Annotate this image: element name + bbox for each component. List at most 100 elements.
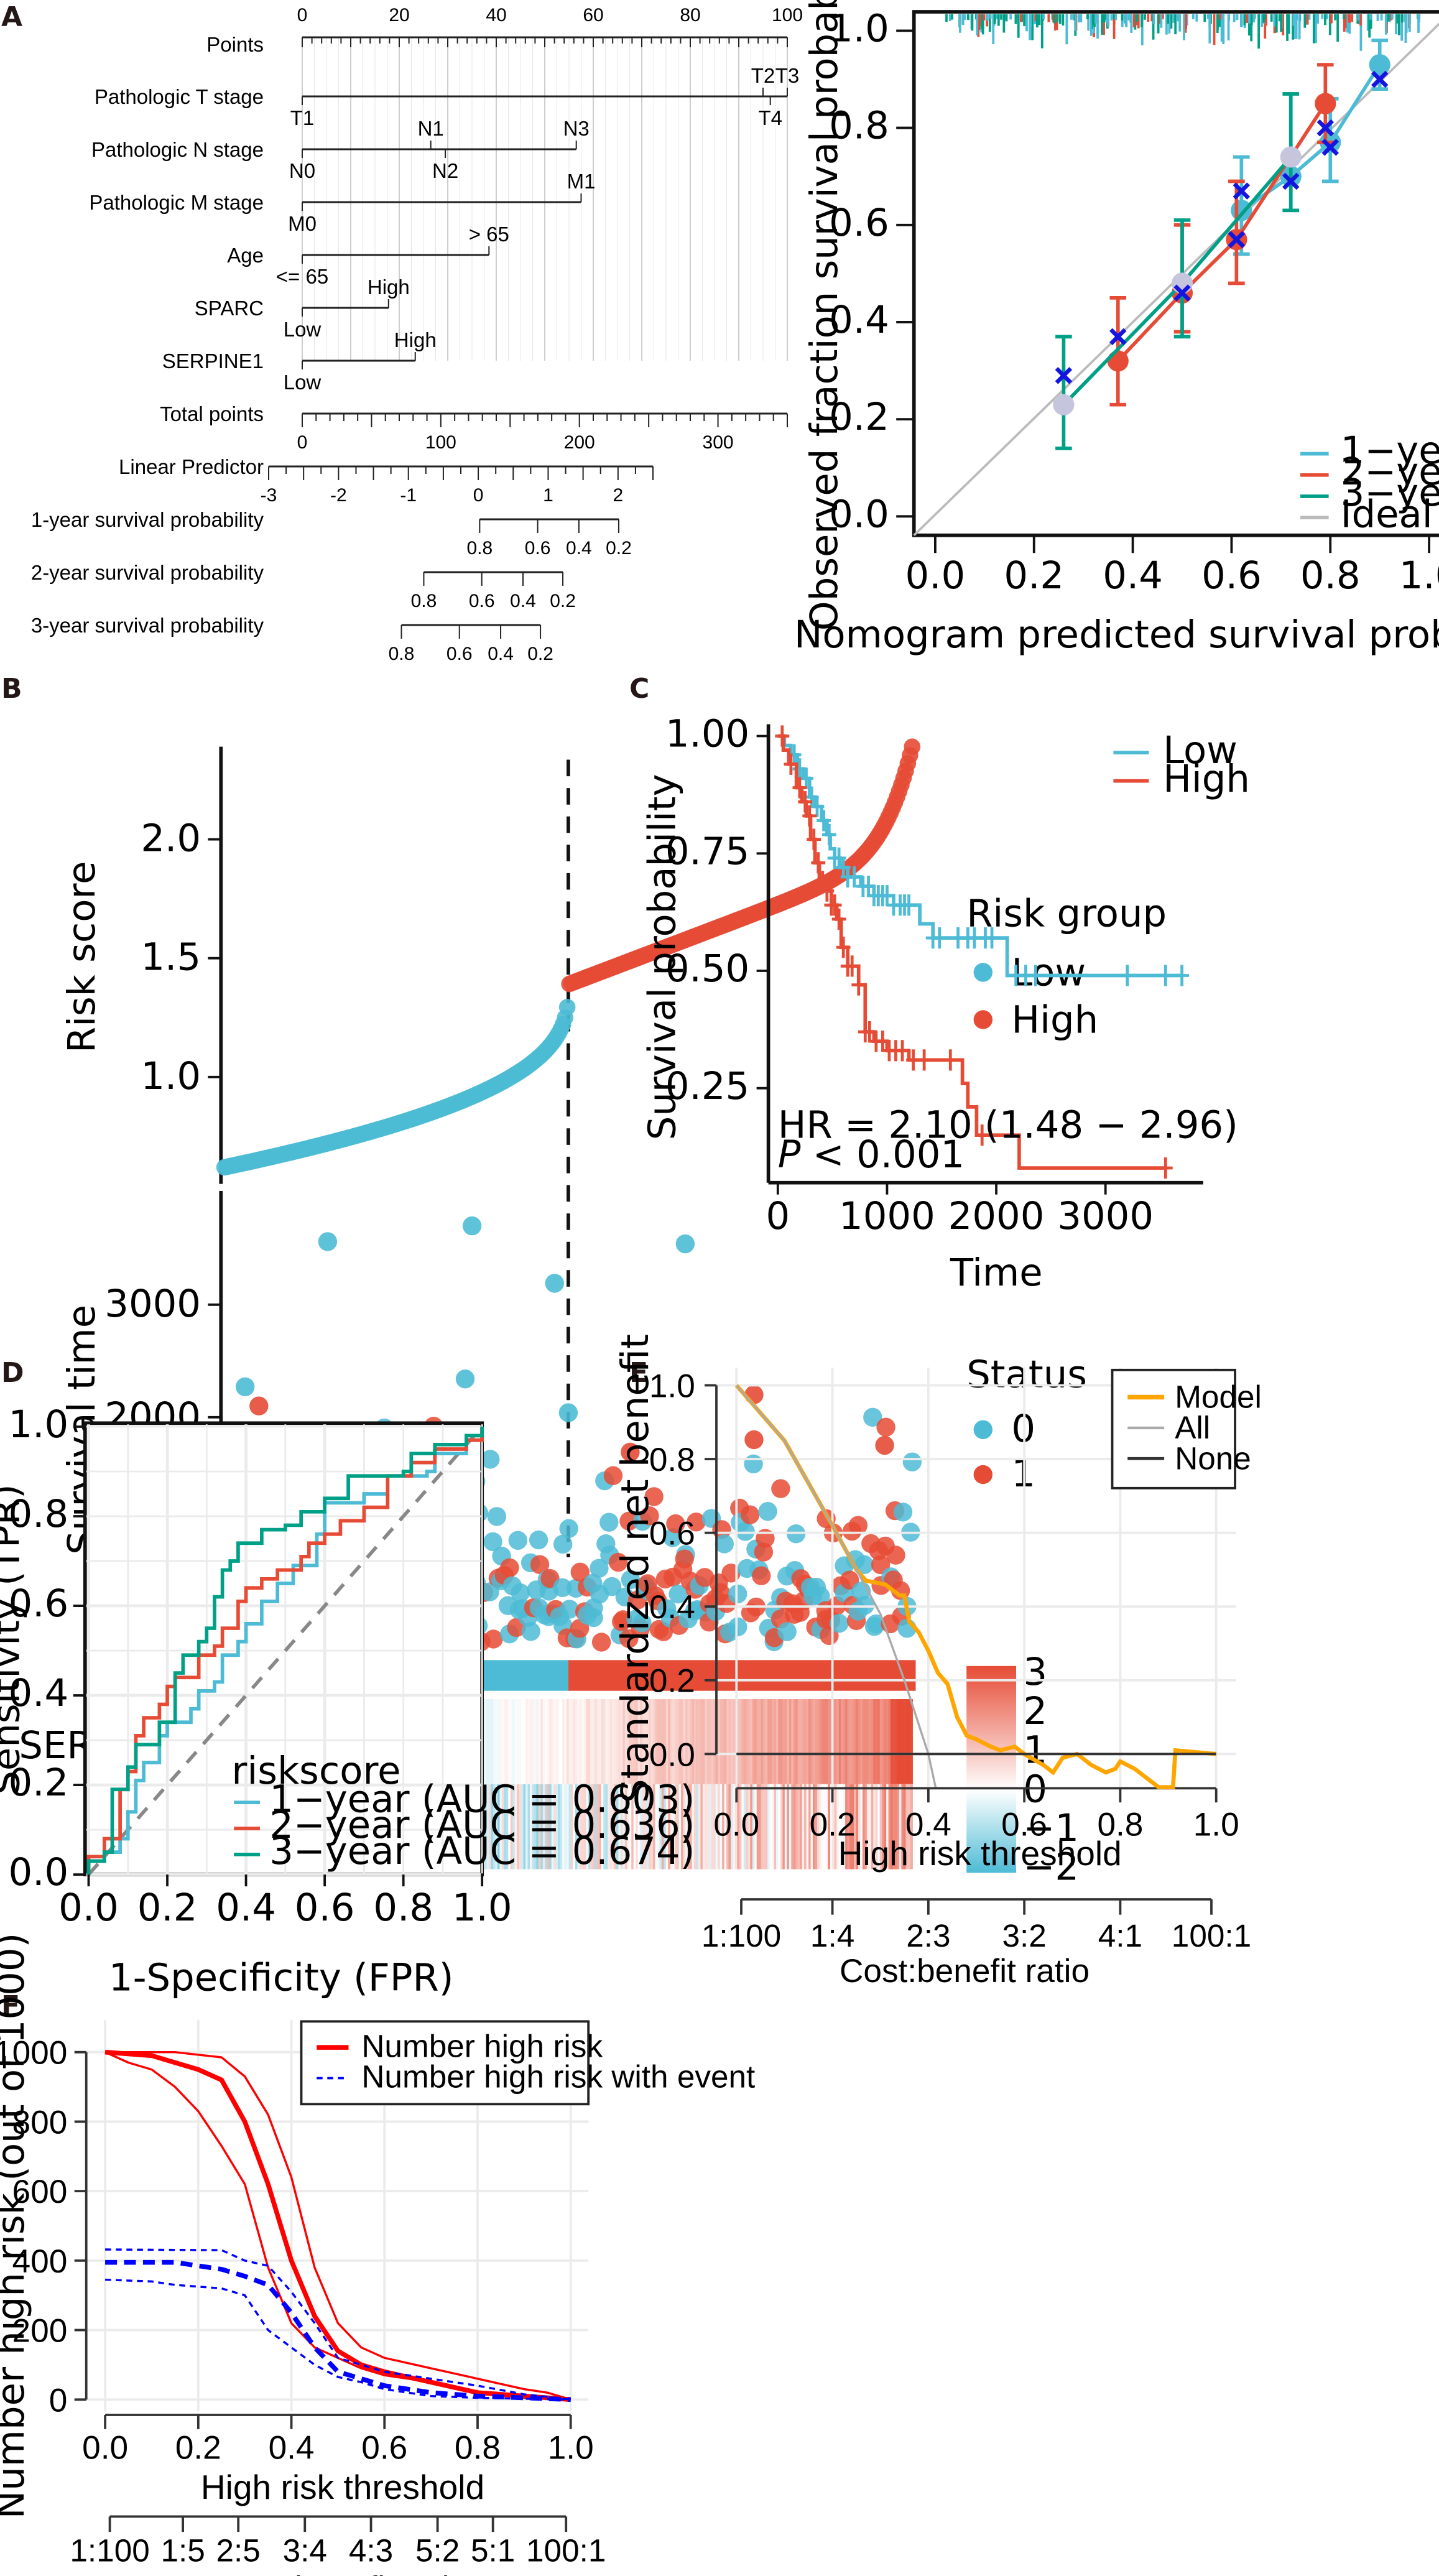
legend-dot bbox=[973, 1010, 992, 1029]
heatmap-cell-serpine1 bbox=[726, 1699, 729, 1784]
heatmap-cell-serpine1 bbox=[560, 1699, 563, 1784]
heatmap-cell-sparc bbox=[746, 1784, 749, 1869]
x-tick-label: 0.8 bbox=[455, 2429, 501, 2466]
heatmap-cell-sparc bbox=[614, 1784, 618, 1869]
cb-tick-label: 4:1 bbox=[1098, 1918, 1142, 1953]
heatmap-cell-sparc bbox=[510, 1784, 514, 1869]
x-axis-title: High risk threshold bbox=[201, 2468, 484, 2506]
points-label: Points bbox=[206, 33, 264, 56]
level-label: Low bbox=[284, 318, 322, 341]
y-tick-label: 1.0 bbox=[649, 1368, 695, 1405]
heatmap-cell-serpine1 bbox=[700, 1699, 704, 1784]
heatmap-cell-sparc bbox=[741, 1784, 745, 1869]
y-tick-label: 1.0 bbox=[829, 7, 889, 51]
heatmap-cell-serpine1 bbox=[793, 1699, 797, 1784]
heatmap-cell-serpine1 bbox=[797, 1699, 801, 1784]
y-tick-label: 0.2 bbox=[9, 1761, 69, 1805]
heatmap-cell-serpine1 bbox=[711, 1699, 715, 1784]
heatmap-cell-serpine1 bbox=[864, 1699, 868, 1784]
heatmap-cell-sparc bbox=[888, 1784, 892, 1869]
y-tick-label: 0.6 bbox=[9, 1582, 69, 1626]
variable-label: Pathologic T stage bbox=[95, 85, 264, 108]
heatmap-cell-serpine1 bbox=[652, 1699, 656, 1784]
heatmap-cell-sparc bbox=[555, 1784, 559, 1869]
heatmap-cell-sparc bbox=[489, 1784, 492, 1869]
heatmap-cell-sparc bbox=[525, 1784, 529, 1869]
heatmap-cell-sparc bbox=[910, 1784, 913, 1869]
heatmap-cell-serpine1 bbox=[499, 1699, 502, 1784]
legend-dot bbox=[973, 1465, 992, 1485]
heatmap-cell-sparc bbox=[618, 1784, 622, 1869]
cb-tick-label: 1:5 bbox=[160, 2533, 205, 2569]
heatmap-cell-sparc bbox=[603, 1784, 606, 1869]
heatmap-cell-sparc bbox=[862, 1784, 866, 1869]
heatmap-cell-sparc bbox=[670, 1784, 673, 1869]
color-scale-bar bbox=[966, 1666, 1016, 1873]
heatmap-cell-serpine1 bbox=[737, 1699, 741, 1784]
heatmap-cell-serpine1 bbox=[631, 1699, 634, 1784]
heatmap-cell-sparc bbox=[793, 1784, 797, 1869]
survival-tick-label: 0.6 bbox=[469, 591, 495, 611]
survival-point bbox=[771, 1479, 790, 1498]
heatmap-cell-serpine1 bbox=[540, 1699, 544, 1784]
level-label: N3 bbox=[563, 117, 590, 140]
heatmap-cell-serpine1 bbox=[665, 1699, 669, 1784]
y-tick-label: 0.75 bbox=[665, 830, 749, 873]
roc-plot: 0.0 0.2 0.4 0.6 0.8 1.0 0.0 0.2 0.4 0.6 0.8 1.0 1-Sp… bbox=[0, 1403, 695, 1999]
survival-point bbox=[632, 1613, 652, 1633]
heatmap-cell-serpine1 bbox=[501, 1699, 505, 1784]
heatmap-cell-sparc bbox=[532, 1784, 535, 1869]
survival-point bbox=[744, 1430, 764, 1450]
heatmap-cell-sparc bbox=[551, 1784, 555, 1869]
heatmap-cell-sparc bbox=[592, 1784, 596, 1869]
survival-point bbox=[675, 1234, 695, 1254]
heatmap-cell-sparc bbox=[903, 1784, 907, 1869]
heatmap-cell-serpine1 bbox=[886, 1699, 889, 1784]
heatmap-cell-sparc bbox=[690, 1784, 693, 1869]
survival-point bbox=[863, 1407, 882, 1427]
heatmap-cell-serpine1 bbox=[817, 1699, 820, 1784]
heatmap-cell-serpine1 bbox=[739, 1699, 743, 1784]
heatmap-cell-serpine1 bbox=[599, 1699, 602, 1784]
heatmap-cell-serpine1 bbox=[672, 1699, 675, 1784]
survival-point bbox=[666, 1514, 685, 1534]
heatmap-cell-serpine1 bbox=[843, 1699, 846, 1784]
x-tick-label: 0.6 bbox=[1201, 554, 1262, 598]
heatmap-cell-serpine1 bbox=[856, 1699, 859, 1784]
variable-label: SPARC bbox=[195, 297, 264, 320]
heatmap-cell-sparc bbox=[581, 1784, 585, 1869]
heatmap-cell-serpine1 bbox=[782, 1699, 786, 1784]
heatmap-cell-sparc bbox=[702, 1784, 706, 1869]
calibration-point bbox=[1315, 93, 1336, 114]
survival-point bbox=[619, 1511, 639, 1531]
heatmap-cell-sparc bbox=[657, 1784, 660, 1869]
heatmap-cell-sparc bbox=[637, 1784, 641, 1869]
y-tick-label: 0.0 bbox=[649, 1736, 695, 1773]
heatmap-cell-serpine1 bbox=[858, 1699, 861, 1784]
survival-point bbox=[621, 1442, 640, 1462]
heatmap-cell-sparc bbox=[506, 1784, 509, 1869]
heatmap-cell-sparc bbox=[726, 1784, 729, 1869]
heatmap-cell-serpine1 bbox=[493, 1699, 496, 1784]
survival-point bbox=[687, 1513, 706, 1532]
survival-point bbox=[621, 1570, 641, 1590]
heatmap-cell-sparc bbox=[644, 1784, 647, 1869]
heatmap-cell-serpine1 bbox=[605, 1699, 609, 1784]
heatmap-cell-sparc bbox=[847, 1784, 851, 1869]
heatmap-cell-sparc bbox=[545, 1784, 548, 1869]
heatmap-cell-serpine1 bbox=[759, 1699, 762, 1784]
heatmap-cell-serpine1 bbox=[897, 1699, 900, 1784]
lp-tick-label: -2 bbox=[330, 485, 347, 506]
heatmap-cell-sparc bbox=[491, 1784, 494, 1869]
heatmap-cell-sparc bbox=[843, 1784, 846, 1869]
calibration-point bbox=[1280, 146, 1302, 168]
heatmap-cell-sparc bbox=[484, 1784, 488, 1869]
cb-tick-label: 1:100 bbox=[70, 2533, 149, 2569]
x-tick-label: 0.6 bbox=[361, 2429, 407, 2466]
legend-label: Number high risk with event bbox=[361, 2059, 755, 2095]
y-tick-label: 0.0 bbox=[829, 493, 889, 536]
survival-point bbox=[728, 1584, 747, 1604]
heatmap-cell-sparc bbox=[661, 1784, 665, 1869]
heatmap-cell-serpine1 bbox=[536, 1699, 540, 1784]
heatmap-cell-sparc bbox=[499, 1784, 502, 1869]
